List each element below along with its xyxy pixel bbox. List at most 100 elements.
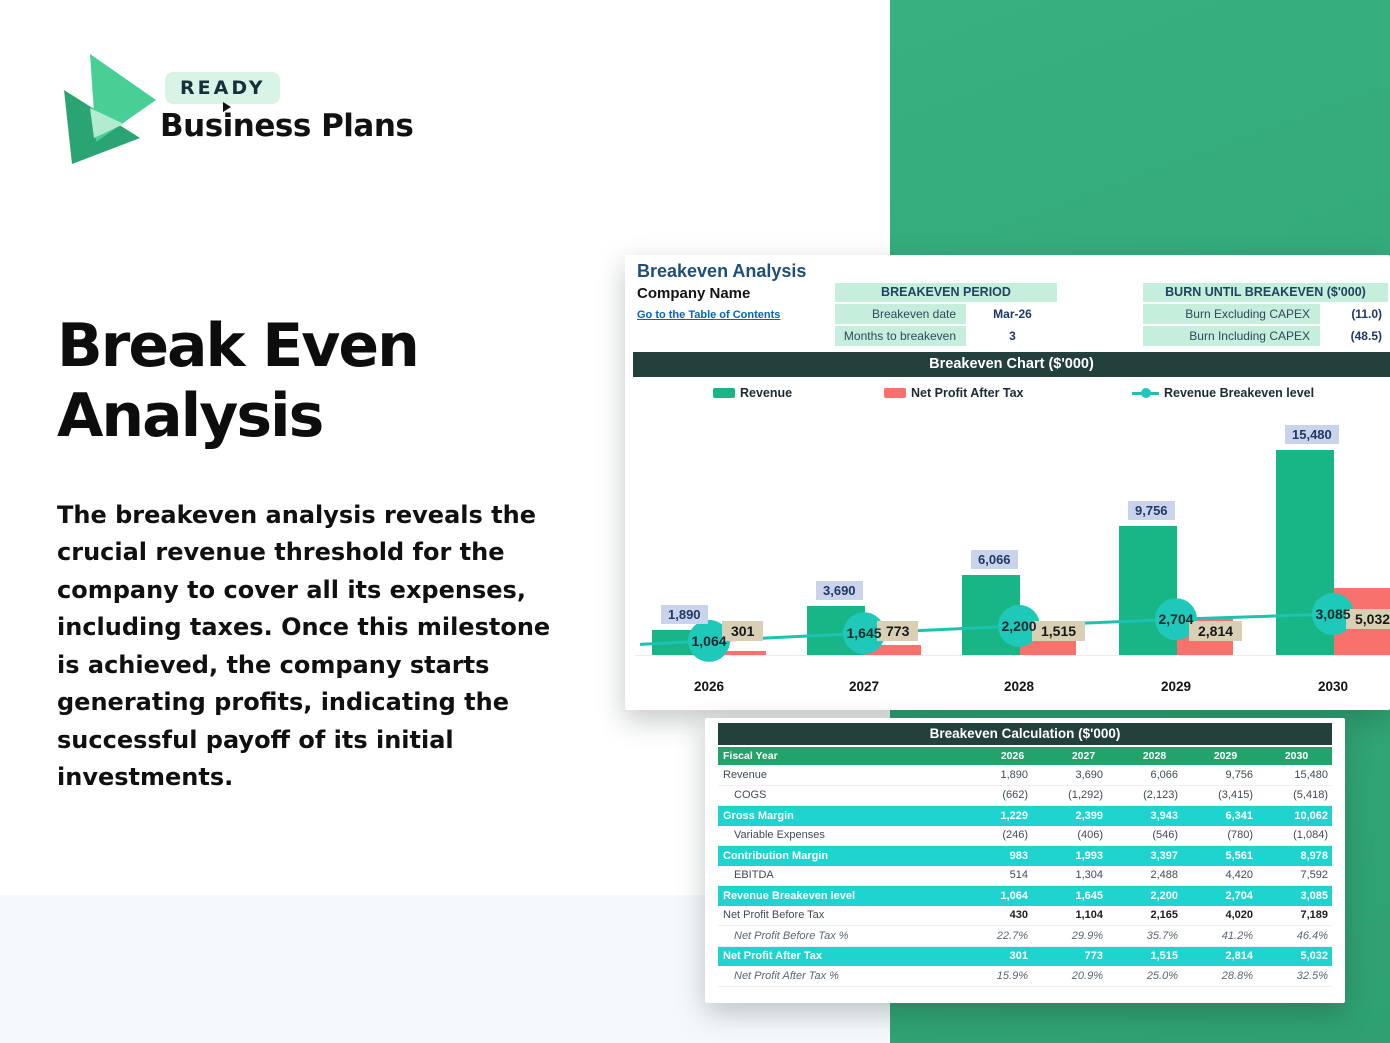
mini-table-value: 3 — [968, 326, 1057, 346]
row-value: 29.9% — [1071, 929, 1103, 942]
row-value: 2,165 — [1150, 909, 1178, 922]
company-name: Company Name — [637, 285, 751, 302]
row-value: 1,229 — [1000, 809, 1028, 822]
play-triangles-icon — [64, 54, 156, 164]
mini-table-value: (48.5) — [1322, 326, 1388, 346]
row-value: (406) — [1077, 829, 1103, 842]
row-value: 7,189 — [1300, 909, 1328, 922]
row-value: 2,488 — [1150, 869, 1178, 882]
legend-item-net-profit-after-tax: Net Profit After Tax — [884, 385, 1024, 401]
row-label: Gross Margin — [723, 809, 794, 822]
npat-value-label: 5,032 — [1346, 609, 1390, 630]
breakeven-value-label: 3,085 — [1315, 606, 1351, 623]
brand-logo: READY Business Plans — [60, 48, 460, 164]
row-value: 5,561 — [1225, 849, 1253, 862]
breakeven-sheet-card: Breakeven Analysis Company Name Go to th… — [625, 255, 1390, 710]
x-axis-tick-2027: 2027 — [848, 679, 880, 694]
row-label: Net Profit Before Tax — [723, 909, 825, 922]
row-value: 430 — [1009, 909, 1028, 922]
burn-until-breakeven-table: BURN UNTIL BREAKEVEN ($'000) Burn Excludi… — [1143, 283, 1388, 346]
breakeven-value-label: 1,645 — [846, 625, 882, 642]
npat-bar-2026 — [710, 651, 766, 655]
row-value: 1,304 — [1075, 869, 1103, 882]
table-row-ebitda: EBITDA 514 1,304 2,488 4,420 7,592 — [718, 866, 1332, 886]
row-value: 3,943 — [1150, 809, 1178, 822]
mini-table-header: BURN UNTIL BREAKEVEN ($'000) — [1143, 283, 1388, 302]
row-value: 3,690 — [1075, 768, 1103, 781]
mini-table-value: (11.0) — [1322, 304, 1388, 324]
row-value: 6,066 — [1150, 768, 1178, 781]
row-value: 4,020 — [1225, 909, 1253, 922]
row-value: 7,592 — [1300, 869, 1328, 882]
row-value: (780) — [1227, 829, 1253, 842]
row-label: Revenue — [723, 768, 768, 781]
legend-label: Net Profit After Tax — [911, 386, 1024, 400]
fiscal-year-header-row: Fiscal Year 2026 2027 2028 2029 2030 — [718, 747, 1332, 765]
row-value: 773 — [1084, 950, 1103, 963]
revenue-value-label: 9,756 — [1128, 500, 1175, 520]
row-value: 2,704 — [1225, 889, 1253, 902]
row-value: (5,418) — [1293, 789, 1328, 802]
mini-table-label: Breakeven date — [835, 304, 966, 324]
row-value: 8,978 — [1300, 849, 1328, 862]
row-value: 4,420 — [1225, 869, 1253, 882]
row-value: (662) — [1002, 789, 1028, 802]
revenue-value-label: 15,480 — [1285, 425, 1339, 444]
mini-table-label: Burn Excluding CAPEX — [1143, 304, 1320, 324]
revenue-value-label: 3,690 — [816, 581, 863, 601]
legend-swatch-icon — [884, 388, 906, 398]
breakeven-value-label: 1,064 — [691, 632, 727, 649]
row-value: 10,062 — [1294, 809, 1328, 822]
page-title: Break Even Analysis — [57, 311, 420, 451]
row-value: 22.7% — [996, 929, 1028, 942]
npat-value-label: 773 — [877, 621, 919, 641]
row-value: (2,123) — [1143, 789, 1178, 802]
row-value: 46.4% — [1296, 929, 1328, 942]
fiscal-year-label: Fiscal Year — [723, 750, 778, 762]
breakeven-line-layer — [639, 593, 1390, 662]
row-value: 514 — [1009, 869, 1028, 882]
row-value: 1,645 — [1075, 889, 1103, 902]
row-label: Revenue Breakeven level — [723, 889, 856, 902]
row-value: 3,397 — [1150, 849, 1178, 862]
legend-label: Revenue Breakeven level — [1164, 386, 1315, 400]
x-axis-tick-2030: 2030 — [1317, 679, 1349, 694]
row-label: Contribution Margin — [723, 849, 829, 862]
breakeven-period-table: BREAKEVEN PERIOD Breakeven date Mar-26 Mont… — [835, 283, 1057, 346]
legend-item-revenue: Revenue — [713, 385, 792, 401]
row-value: (1,292) — [1068, 789, 1103, 802]
breakeven-value-label: 2,704 — [1158, 611, 1194, 628]
row-value: 2,814 — [1225, 950, 1253, 963]
row-label: Net Profit After Tax — [723, 950, 823, 963]
npat-value-label: 1,515 — [1032, 621, 1086, 641]
x-axis-line — [635, 655, 1390, 656]
row-value: 35.7% — [1146, 929, 1178, 942]
small-play-icon — [223, 102, 231, 112]
row-value: 6,341 — [1225, 809, 1253, 822]
row-value: 25.0% — [1146, 969, 1178, 982]
row-label: Variable Expenses — [734, 829, 825, 842]
x-axis-tick-2028: 2028 — [1003, 679, 1035, 694]
row-value: 20.9% — [1071, 969, 1103, 982]
ready-badge: READY — [165, 72, 281, 104]
row-value: 983 — [1009, 849, 1028, 862]
row-value: 1,890 — [1000, 768, 1028, 781]
brand-name: Business Plans — [160, 108, 414, 144]
table-row-cogs: COGS (662) (1,292) (2,123) (3,415) (5,418) — [718, 786, 1332, 806]
row-label: COGS — [734, 789, 767, 802]
x-axis-tick-2026: 2026 — [693, 679, 725, 694]
year-column-header: 2027 — [1071, 750, 1096, 762]
legend-item-revenue-breakeven-level: Revenue Breakeven level — [1132, 385, 1314, 401]
table-of-contents-link[interactable]: Go to the Table of Contents — [637, 309, 781, 321]
table-row-gross-margin: Gross Margin 1,229 2,399 3,943 6,341 10,062 — [718, 806, 1332, 826]
row-value: 5,032 — [1300, 950, 1328, 963]
table-row-net-profit-before-tax: Net Profit Before Tax 430 1,104 2,165 4,020 7… — [718, 906, 1332, 926]
legend-swatch-icon — [713, 388, 735, 398]
npat-value-label: 301 — [722, 621, 764, 641]
row-value: (546) — [1152, 829, 1178, 842]
chart-title-bar: Breakeven Chart ($'000) — [633, 352, 1390, 377]
row-value: 1,104 — [1075, 909, 1103, 922]
mini-table-label: Burn Including CAPEX — [1143, 326, 1320, 346]
row-value: 41.2% — [1221, 929, 1253, 942]
